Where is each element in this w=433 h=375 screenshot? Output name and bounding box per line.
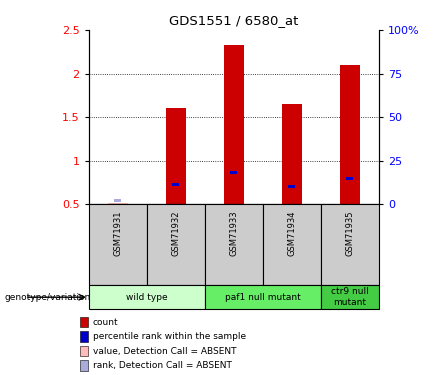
Text: wild type: wild type xyxy=(126,292,168,302)
Bar xyxy=(80,360,88,371)
Bar xyxy=(346,177,353,180)
Text: GSM71934: GSM71934 xyxy=(288,211,296,256)
Bar xyxy=(321,285,379,309)
Bar xyxy=(80,332,88,342)
Bar xyxy=(340,65,360,204)
Bar xyxy=(230,171,237,174)
Text: genotype/variation: genotype/variation xyxy=(4,292,90,302)
Bar xyxy=(89,285,205,309)
Bar xyxy=(89,204,147,285)
Bar xyxy=(205,285,321,309)
Text: GSM71933: GSM71933 xyxy=(229,211,238,256)
Bar xyxy=(166,108,186,204)
Bar xyxy=(114,199,121,202)
Bar xyxy=(147,204,205,285)
Bar xyxy=(172,183,179,186)
Text: ctr9 null
mutant: ctr9 null mutant xyxy=(331,288,369,307)
Bar xyxy=(288,184,295,188)
Bar xyxy=(263,204,321,285)
Bar xyxy=(80,317,88,327)
Bar xyxy=(224,45,244,204)
Bar xyxy=(282,104,302,204)
Text: count: count xyxy=(93,318,118,327)
Text: percentile rank within the sample: percentile rank within the sample xyxy=(93,332,246,341)
Bar xyxy=(80,346,88,356)
Bar xyxy=(321,204,379,285)
Bar xyxy=(108,202,128,204)
Text: value, Detection Call = ABSENT: value, Detection Call = ABSENT xyxy=(93,346,236,355)
Text: GSM71931: GSM71931 xyxy=(113,211,122,256)
Text: GSM71932: GSM71932 xyxy=(171,211,180,256)
Text: paf1 null mutant: paf1 null mutant xyxy=(225,292,301,302)
Title: GDS1551 / 6580_at: GDS1551 / 6580_at xyxy=(169,15,298,27)
Text: GSM71935: GSM71935 xyxy=(346,211,354,256)
Bar xyxy=(205,204,263,285)
Text: rank, Detection Call = ABSENT: rank, Detection Call = ABSENT xyxy=(93,361,232,370)
